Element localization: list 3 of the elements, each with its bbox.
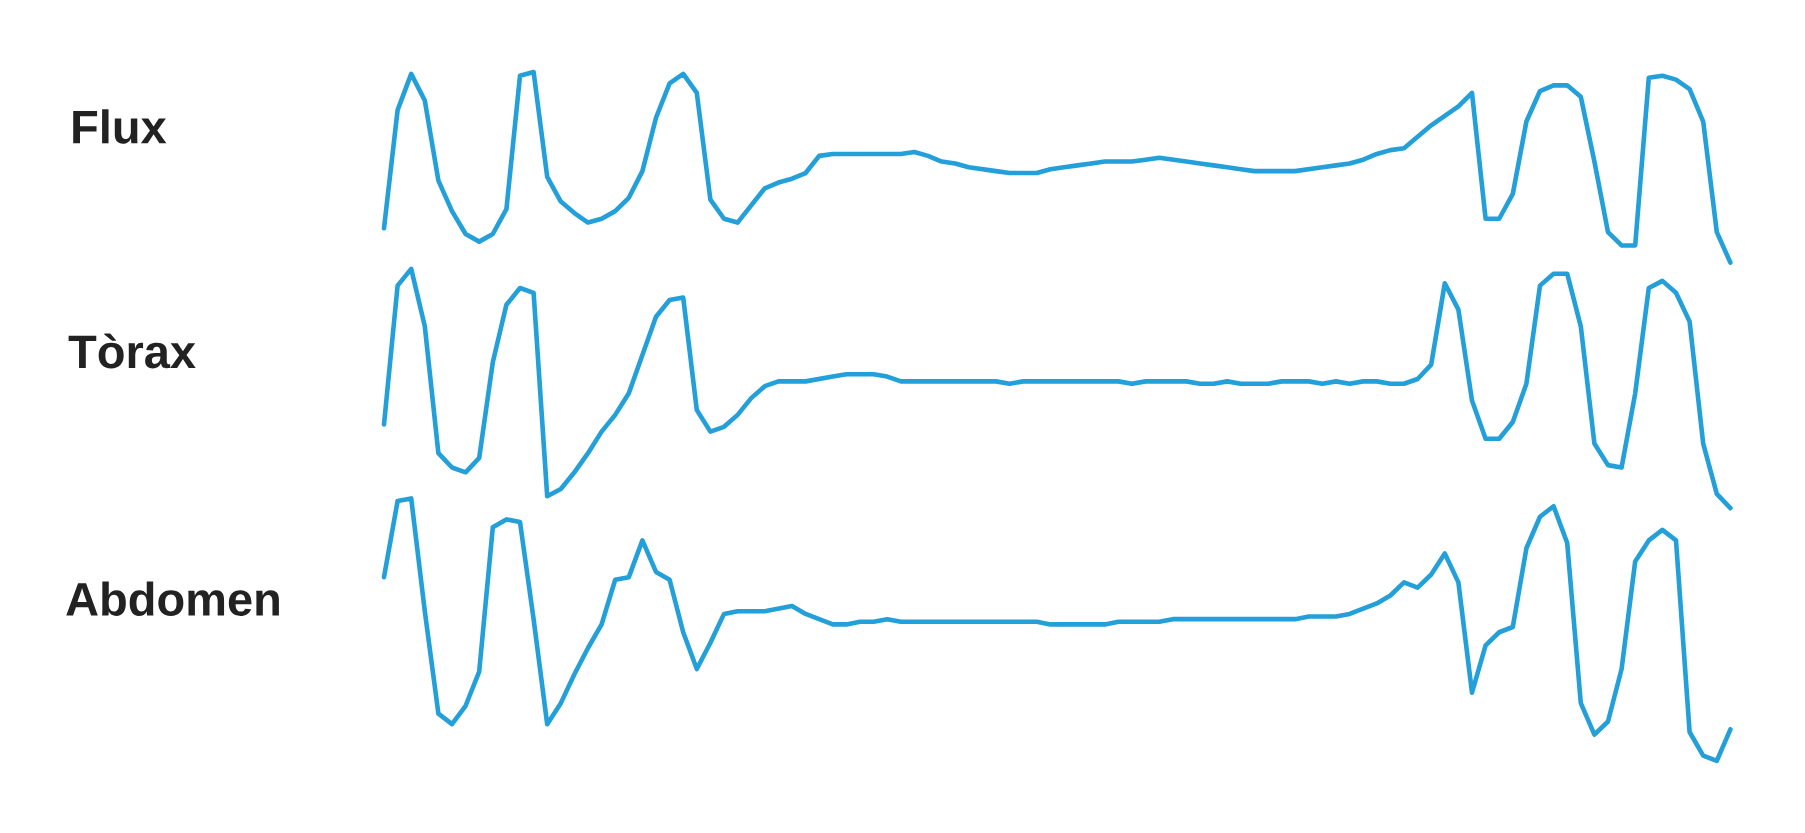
y-axis-title: Flux: [73, 109, 167, 144]
y-axis-title: Tòrax: [68, 333, 196, 369]
y-axis-title: Abdomen: [66, 581, 279, 616]
